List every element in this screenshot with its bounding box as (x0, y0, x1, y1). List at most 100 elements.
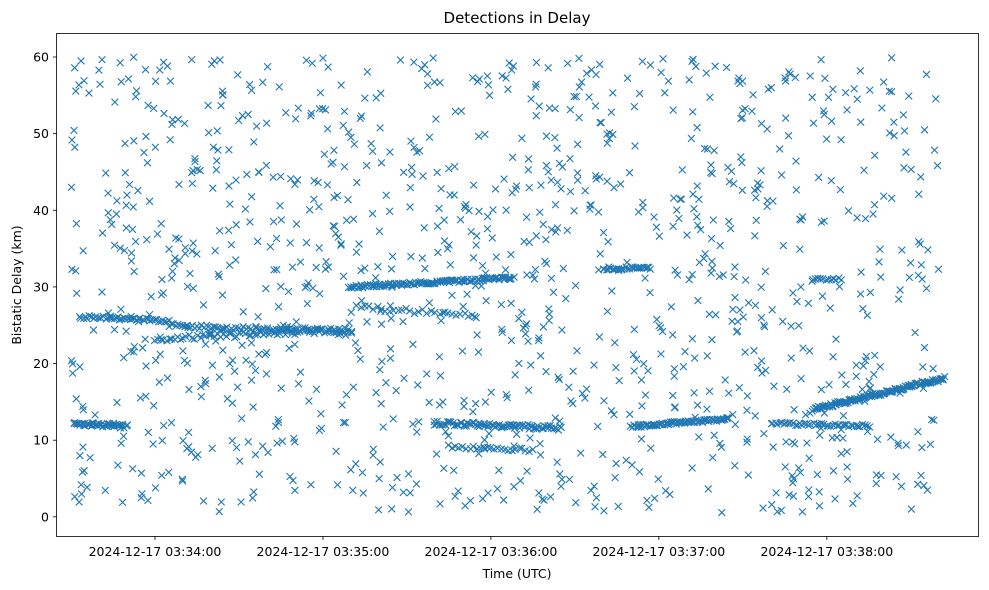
detection-point (567, 397, 575, 405)
detection-point (507, 299, 515, 308)
detection-point (201, 379, 210, 388)
detection-point (787, 354, 796, 362)
y-tick-label: 30 (33, 279, 49, 294)
detection-point (478, 261, 487, 270)
detection-point (68, 136, 76, 144)
detection-point (843, 463, 851, 471)
detection-point (728, 410, 737, 419)
detection-point (85, 89, 93, 97)
detection-point (503, 393, 511, 402)
detection-point (337, 241, 345, 249)
detection-point (153, 230, 162, 238)
detection-point (865, 423, 874, 431)
detection-point (468, 73, 477, 82)
detection-point (853, 214, 861, 222)
detection-point (675, 214, 683, 223)
detection-point (507, 336, 516, 345)
detection-point (667, 302, 676, 311)
detection-point (700, 144, 709, 153)
detection-point (926, 440, 935, 449)
detection-point (832, 335, 840, 343)
detection-point (181, 249, 190, 258)
detection-point (327, 160, 335, 168)
detection-point (738, 186, 747, 195)
detection-point (120, 246, 129, 255)
detection-point (820, 409, 829, 417)
detection-point (502, 206, 510, 214)
detection-point (77, 57, 85, 65)
detection-point (425, 133, 434, 142)
detection-point (444, 164, 453, 173)
detection-point (290, 340, 299, 349)
detection-point (191, 157, 199, 166)
detection-point (475, 207, 483, 216)
detection-point (920, 481, 928, 490)
detection-point (123, 191, 131, 199)
detection-point (722, 63, 731, 72)
detection-point (900, 127, 909, 135)
detection-point (394, 306, 403, 315)
detection-point (368, 147, 377, 156)
detection-point (516, 476, 525, 485)
detection-point (625, 168, 634, 177)
detection-point (451, 107, 460, 116)
detection-point (804, 299, 813, 308)
x-tick-label: 2024-12-17 03:37:00 (592, 544, 725, 559)
detection-point (128, 464, 137, 473)
detection-point (573, 169, 582, 177)
detection-point (71, 143, 79, 152)
detection-point (725, 177, 734, 186)
detection-point (922, 284, 931, 293)
detection-point (760, 321, 768, 329)
detection-point (352, 460, 360, 468)
detection-point (276, 172, 285, 181)
detection-point (876, 245, 884, 254)
detection-point (570, 92, 578, 101)
detection-point (261, 350, 270, 359)
detection-point (244, 110, 252, 119)
detection-point (671, 266, 679, 274)
detection-point (308, 59, 317, 68)
detection-point (227, 329, 235, 337)
detection-point (539, 323, 548, 331)
detection-point (272, 234, 281, 243)
detection-point (175, 256, 183, 265)
detection-point (655, 232, 664, 240)
detection-point (689, 55, 697, 64)
detection-point (862, 352, 871, 361)
detection-point (225, 146, 233, 154)
detection-point (557, 423, 565, 432)
detection-point (248, 494, 257, 502)
detection-point (652, 223, 661, 231)
detection-point (507, 250, 515, 259)
detection-point (816, 274, 824, 283)
detection-point (614, 502, 623, 511)
detection-point (525, 183, 534, 192)
detection-point (330, 328, 338, 337)
detection-point (251, 450, 260, 459)
detection-point (772, 489, 780, 497)
detection-point (861, 214, 870, 223)
detection-point (347, 133, 355, 142)
detection-point (514, 314, 523, 323)
detection-point (419, 172, 427, 180)
detection-point (788, 438, 797, 446)
detection-point (211, 337, 220, 345)
detection-point (472, 313, 481, 322)
detection-point (325, 327, 333, 336)
detection-point (117, 78, 126, 86)
detection-point (804, 492, 813, 501)
detection-point (112, 210, 121, 218)
detection-point (104, 209, 113, 217)
detection-point (387, 505, 396, 513)
detection-point (286, 239, 295, 247)
detection-point (735, 383, 744, 392)
detection-point (77, 490, 86, 498)
detection-point (693, 213, 701, 221)
detection-point (553, 178, 562, 187)
detection-point (575, 54, 583, 63)
detection-point (896, 286, 904, 294)
y-axis-label: Bistatic Delay (km) (9, 225, 24, 344)
detection-point (553, 224, 562, 232)
detection-point (456, 215, 465, 224)
